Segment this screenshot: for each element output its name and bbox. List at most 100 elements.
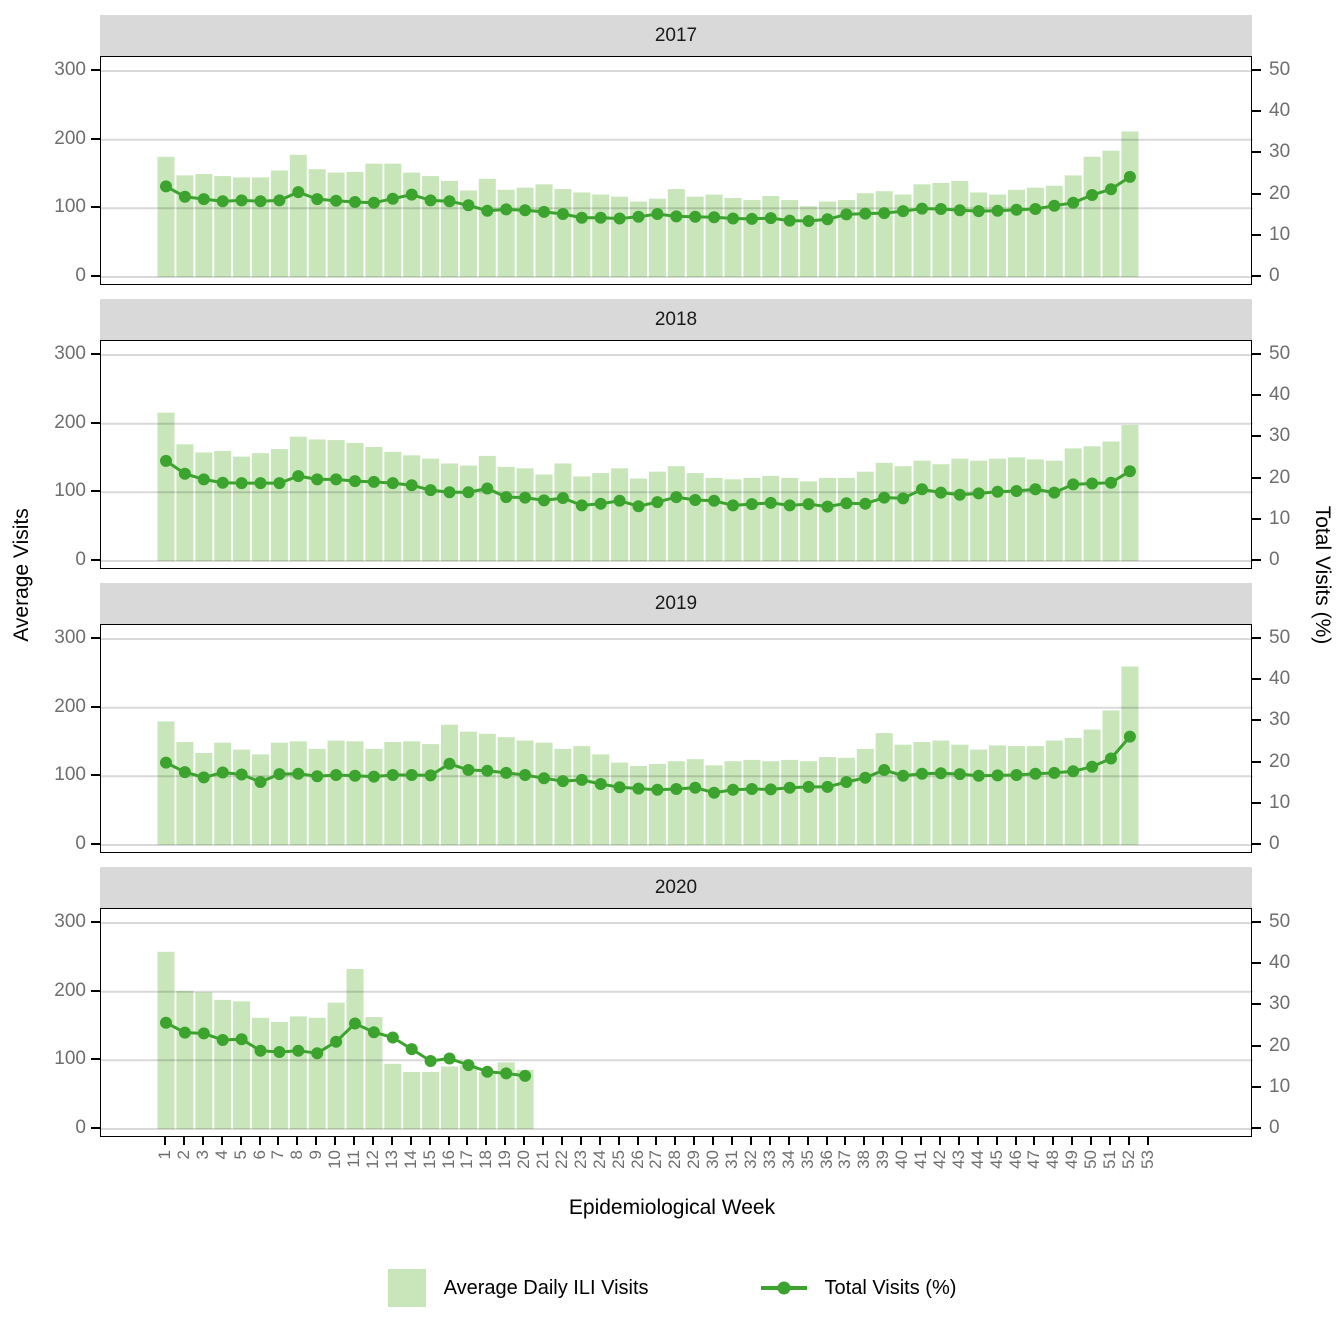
x-tick-42 bbox=[938, 1137, 941, 1145]
x-tick-9 bbox=[315, 1137, 318, 1145]
x-tick-8 bbox=[296, 1137, 299, 1145]
x-tick-13 bbox=[390, 1137, 393, 1145]
x-tick-27 bbox=[655, 1137, 658, 1145]
x-tick-label-34: 34 bbox=[778, 1150, 798, 1169]
x-tick-label-53: 53 bbox=[1137, 1150, 1157, 1169]
x-tick-4 bbox=[220, 1137, 223, 1145]
right-tick-label-2019-40: 40 bbox=[1269, 668, 1291, 690]
x-tick-label-14: 14 bbox=[400, 1150, 420, 1169]
gridlines-2019 bbox=[101, 638, 1253, 846]
line-2019 bbox=[165, 735, 1132, 795]
right-tick-label-2019-50: 50 bbox=[1269, 627, 1291, 648]
x-tick-label-7: 7 bbox=[268, 1150, 288, 1160]
right-tick-label-2020-50: 50 bbox=[1269, 911, 1291, 932]
facet-label-2018: 2018 bbox=[654, 308, 698, 330]
legend-line-label: Total Visits (%) bbox=[824, 1276, 957, 1299]
right-tick-2020-50 bbox=[1252, 921, 1261, 923]
x-tick-41 bbox=[920, 1137, 922, 1145]
x-tick-34 bbox=[787, 1137, 790, 1145]
gridlines-2018 bbox=[101, 354, 1253, 562]
x-tick-label-33: 33 bbox=[759, 1150, 779, 1169]
line-2017 bbox=[165, 175, 1131, 223]
x-tick-label-37: 37 bbox=[835, 1150, 855, 1169]
right-tick-2017-0 bbox=[1252, 275, 1261, 277]
x-tick-label-3: 3 bbox=[192, 1150, 212, 1160]
right-tick-2017-10 bbox=[1252, 233, 1261, 236]
right-tick-2018-0 bbox=[1252, 559, 1261, 561]
left-tick-label-2020-100: 100 bbox=[54, 1048, 86, 1070]
line-2018 bbox=[165, 459, 1131, 509]
right-tick-2019-40 bbox=[1252, 678, 1261, 681]
x-tick-2 bbox=[182, 1137, 185, 1145]
right-tick-label-2018-50: 50 bbox=[1269, 343, 1291, 364]
x-tick-label-28: 28 bbox=[665, 1150, 685, 1169]
panel-2019 bbox=[100, 624, 1253, 853]
x-tick-label-16: 16 bbox=[438, 1150, 458, 1169]
x-tick-24 bbox=[598, 1137, 601, 1145]
x-tick-label-9: 9 bbox=[306, 1150, 326, 1160]
plot-area-2019 bbox=[101, 638, 1253, 846]
right-tick-2020-10 bbox=[1252, 1085, 1261, 1088]
left-tick-2017-0 bbox=[91, 275, 100, 277]
right-axis-title: Total Visits (%) bbox=[1311, 505, 1334, 645]
x-tick-50 bbox=[1090, 1137, 1093, 1145]
x-tick-label-48: 48 bbox=[1043, 1150, 1063, 1169]
right-tick-2019-0 bbox=[1252, 843, 1261, 845]
right-tick-2019-10 bbox=[1252, 801, 1261, 804]
x-tick-label-13: 13 bbox=[381, 1150, 401, 1169]
x-tick-21 bbox=[542, 1137, 544, 1145]
left-tick-2020-100 bbox=[91, 1058, 100, 1061]
x-tick-label-19: 19 bbox=[495, 1150, 515, 1169]
x-tick-label-18: 18 bbox=[476, 1150, 496, 1169]
panel-2017 bbox=[100, 56, 1253, 285]
x-tick-label-49: 49 bbox=[1062, 1150, 1082, 1169]
right-tick-2020-30 bbox=[1252, 1003, 1261, 1006]
right-tick-label-2018-10: 10 bbox=[1269, 507, 1291, 529]
x-tick-label-6: 6 bbox=[249, 1150, 269, 1160]
x-tick-label-51: 51 bbox=[1100, 1150, 1119, 1169]
right-tick-label-2020-10: 10 bbox=[1269, 1075, 1291, 1097]
x-tick-38 bbox=[863, 1137, 866, 1145]
x-tick-44 bbox=[976, 1137, 979, 1145]
bars-2018 bbox=[157, 412, 1139, 561]
points-2019 bbox=[160, 730, 1136, 799]
left-tick-label-2020-300: 300 bbox=[54, 911, 86, 932]
facet-strip-2019: 2019 bbox=[100, 583, 1252, 624]
plot-area-2020 bbox=[101, 922, 1253, 1130]
left-tick-2019-300 bbox=[91, 637, 100, 639]
x-tick-51 bbox=[1109, 1137, 1111, 1145]
left-tick-label-2018-0: 0 bbox=[75, 549, 86, 570]
x-tick-18 bbox=[485, 1137, 488, 1145]
x-tick-label-40: 40 bbox=[892, 1150, 912, 1169]
x-tick-label-22: 22 bbox=[551, 1150, 571, 1169]
line-marker-icon bbox=[760, 1281, 807, 1295]
x-tick-label-38: 38 bbox=[854, 1150, 874, 1169]
bars-2019 bbox=[157, 666, 1139, 845]
x-tick-19 bbox=[504, 1137, 507, 1145]
x-tick-label-2: 2 bbox=[173, 1150, 193, 1160]
x-tick-label-4: 4 bbox=[211, 1150, 231, 1160]
x-tick-20 bbox=[523, 1137, 526, 1145]
right-tick-2018-20 bbox=[1252, 476, 1261, 479]
points-2017 bbox=[160, 170, 1136, 227]
left-tick-label-2020-200: 200 bbox=[54, 979, 86, 1001]
x-tick-48 bbox=[1052, 1137, 1055, 1145]
x-tick-label-15: 15 bbox=[419, 1150, 439, 1169]
x-tick-52 bbox=[1127, 1137, 1130, 1145]
x-tick-label-11: 11 bbox=[344, 1150, 363, 1168]
x-tick-25 bbox=[617, 1137, 620, 1145]
x-tick-label-43: 43 bbox=[948, 1150, 968, 1169]
left-tick-label-2019-200: 200 bbox=[54, 695, 86, 717]
left-tick-2020-300 bbox=[91, 921, 100, 923]
right-tick-2019-20 bbox=[1252, 760, 1261, 763]
x-tick-29 bbox=[693, 1137, 696, 1145]
left-tick-label-2018-300: 300 bbox=[54, 343, 86, 364]
left-tick-2020-200 bbox=[91, 989, 100, 992]
legend-bar-label: Average Daily ILI Visits bbox=[443, 1276, 649, 1299]
right-tick-label-2019-0: 0 bbox=[1269, 833, 1280, 854]
x-tick-label-31: 31 bbox=[722, 1150, 741, 1169]
right-tick-label-2017-40: 40 bbox=[1269, 100, 1291, 122]
plot-area-2018 bbox=[101, 354, 1253, 562]
x-tick-30 bbox=[712, 1137, 715, 1145]
x-tick-26 bbox=[636, 1137, 639, 1145]
